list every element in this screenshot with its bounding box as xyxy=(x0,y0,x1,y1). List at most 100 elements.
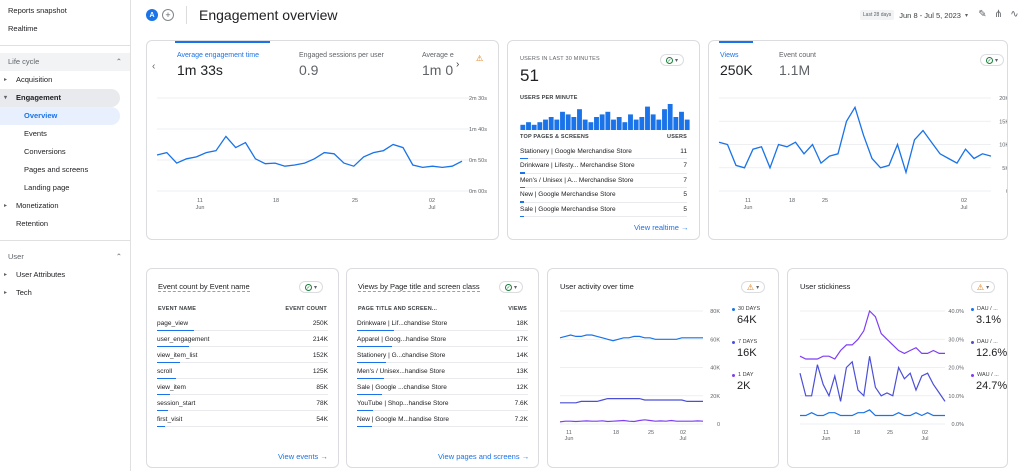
row-bar xyxy=(157,377,176,379)
bar xyxy=(645,106,650,130)
edit-icon[interactable]: ✎ xyxy=(978,9,987,20)
table-row[interactable]: Sale | Google ...chandise Store 12K xyxy=(357,380,528,395)
view-realtime-link[interactable]: View realtime → xyxy=(634,223,688,232)
tab-avg-engagement-time[interactable]: Average engagement time 1m 33s xyxy=(177,52,259,78)
row-count: 85K xyxy=(316,383,328,391)
dropdown-icon: ▾ xyxy=(964,12,968,19)
table-row[interactable]: page_view 250K xyxy=(157,316,328,331)
row-bar xyxy=(520,201,524,203)
nav-user-attributes[interactable]: ▸ User Attributes xyxy=(0,266,130,284)
row-count: 78K xyxy=(316,399,328,407)
bar xyxy=(628,114,633,130)
warning-icon[interactable]: ⚠ xyxy=(476,54,484,63)
metric-value: 0.9 xyxy=(299,62,319,78)
tab-avg-engagement-partial[interactable]: Average e 1m 0 xyxy=(422,52,454,78)
card-title[interactable]: Event count by Event name xyxy=(158,282,250,292)
status-dropdown[interactable]: ✓ ▾ xyxy=(660,54,684,66)
event-count-card: Event count by Event name ✓ ▾ EVENT NAME … xyxy=(146,268,339,468)
share-icon[interactable]: ⋔ xyxy=(994,9,1003,20)
page-title: Engagement overview xyxy=(199,7,338,23)
tab-engaged-sessions[interactable]: Engaged sessions per user 0.9 xyxy=(299,52,384,78)
legend-item: DAU / ... 12.6% xyxy=(971,339,1007,359)
section-lifecycle[interactable]: Life cycle ⌃ xyxy=(0,53,130,71)
nav-landing-page[interactable]: Landing page xyxy=(24,183,70,192)
x-tick-month: Jun xyxy=(565,436,574,442)
legend-label: DAU / ... xyxy=(971,339,1007,345)
date-chip: Last 28 days xyxy=(859,10,895,20)
table-row[interactable]: New | Google M...handise Store 7.2K xyxy=(357,412,528,427)
nav-monetization[interactable]: ▸ Monetization xyxy=(0,197,130,215)
row-bar xyxy=(357,409,373,411)
dropdown-icon: ▾ xyxy=(674,57,678,64)
add-comparison-button[interactable]: + xyxy=(162,9,174,21)
row-bar xyxy=(520,157,528,159)
view-pages-label: View pages and screens xyxy=(438,452,520,461)
sidebar: Reports snapshot Realtime Life cycle ⌃ ▸ A… xyxy=(0,0,131,471)
table-row[interactable]: Sale | Google Merchandise Store 5 xyxy=(520,202,687,217)
row-bar xyxy=(157,329,194,331)
nav-retention[interactable]: Retention xyxy=(16,219,49,228)
row-count: 14K xyxy=(516,351,528,359)
table-row[interactable]: first_visit 54K xyxy=(157,412,328,427)
card-title[interactable]: Views by Page title and screen class xyxy=(358,282,480,292)
nav-events[interactable]: Events xyxy=(24,129,47,138)
legend-item: DAU / ... 3.1% xyxy=(971,306,1001,326)
users-per-minute-bars xyxy=(520,104,690,130)
row-name: Men's / Unisex...handise Store xyxy=(357,367,445,375)
status-dropdown[interactable]: ✓ ▾ xyxy=(499,281,523,293)
bar xyxy=(622,122,628,130)
x-tick-label: 25 xyxy=(822,198,828,204)
warning-dropdown[interactable]: ⚠ ▾ xyxy=(741,281,765,293)
table-row[interactable]: session_start 78K xyxy=(157,396,328,411)
table-row[interactable]: Drinkware | Lif...chandise Store 18K xyxy=(357,316,528,331)
avatar[interactable]: A xyxy=(146,9,158,21)
table-row[interactable]: Drinkware | Lifesty... Merchandise Store… xyxy=(520,159,687,174)
nav-realtime[interactable]: Realtime xyxy=(8,24,38,33)
table-row[interactable]: Stationery | G...chandise Store 14K xyxy=(357,348,528,363)
tab-views[interactable]: Views 250K xyxy=(720,52,753,78)
table-row[interactable]: view_item 85K xyxy=(157,380,328,395)
row-count: 7.6K xyxy=(514,399,528,407)
row-page: Drinkware | Lifesty... Merchandise Store xyxy=(520,162,635,169)
nav-reports-snapshot[interactable]: Reports snapshot xyxy=(8,6,67,15)
status-dropdown[interactable]: ✓ ▾ xyxy=(980,54,1004,66)
series-1-day xyxy=(559,419,704,423)
nav-overview[interactable]: Overview xyxy=(0,107,120,125)
nav-tech[interactable]: ▸ Tech xyxy=(0,284,130,302)
warning-dropdown[interactable]: ⚠ ▾ xyxy=(971,281,995,293)
date-range-picker[interactable]: Last 28 days Jun 8 - Jul 5, 2023 ▾ xyxy=(859,10,968,20)
table-row[interactable]: Men's / Unisex...handise Store 13K xyxy=(357,364,528,379)
table-row[interactable]: Apparel | Goog...handise Store 17K xyxy=(357,332,528,347)
y-tick-label: 60K xyxy=(710,337,720,343)
row-bar xyxy=(157,409,169,411)
section-user[interactable]: User ⌃ xyxy=(0,248,130,266)
legend-text: DAU / ... xyxy=(977,306,998,312)
status-dropdown[interactable]: ✓ ▾ xyxy=(299,281,323,293)
table-row[interactable]: YouTube | Shop...handise Store 7.6K xyxy=(357,396,528,411)
row-bar xyxy=(157,425,166,427)
table-row[interactable]: user_engagement 214K xyxy=(157,332,328,347)
nav-conversions[interactable]: Conversions xyxy=(24,147,66,156)
nav-acquisition[interactable]: ▸ Acquisition xyxy=(0,71,130,89)
view-pages-link[interactable]: View pages and screens → xyxy=(438,452,529,461)
y-tick-label: 30.0% xyxy=(948,337,964,343)
row-users: 5 xyxy=(683,205,687,213)
table-row[interactable]: scroll 125K xyxy=(157,364,328,379)
table-row[interactable]: Men's / Unisex | A... Merchandise Store 7 xyxy=(520,173,687,188)
insights-icon[interactable]: ∿ xyxy=(1010,9,1019,20)
nav-pages-screens[interactable]: Pages and screens xyxy=(24,165,89,174)
chevron-left-icon[interactable]: ‹ xyxy=(152,61,156,72)
table-row[interactable]: view_item_list 152K xyxy=(157,348,328,363)
table-row[interactable]: New | Google Merchandise Store 5 xyxy=(520,188,687,203)
chevron-right-icon[interactable]: › xyxy=(456,59,460,70)
table-row[interactable]: Stationery | Google Merchandise Store 11 xyxy=(520,144,687,159)
nav-engagement[interactable]: ▾ Engagement xyxy=(0,89,120,107)
tab-event-count[interactable]: Event count 1.1M xyxy=(779,52,816,78)
row-name: Apparel | Goog...handise Store xyxy=(357,335,447,343)
view-events-link[interactable]: View events → xyxy=(278,452,328,461)
row-bar xyxy=(157,345,189,347)
row-bar xyxy=(357,425,372,427)
legend-text: WAU / ... xyxy=(977,372,999,378)
